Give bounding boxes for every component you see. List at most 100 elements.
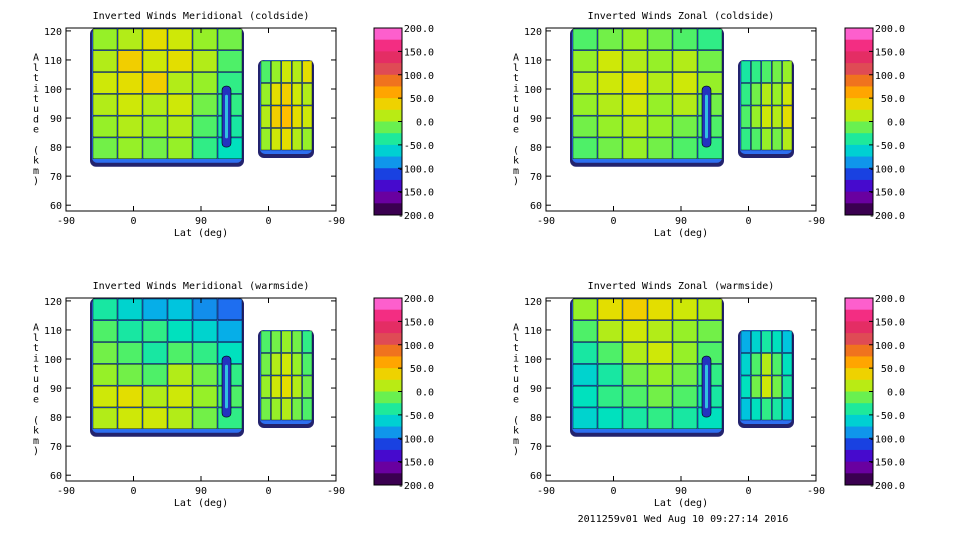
colorbar-segment [374,28,402,41]
data-cell [117,115,143,138]
data-cell [672,364,698,386]
data-cell [167,298,193,320]
data-cell [142,50,168,72]
data-cell [92,115,118,138]
data-cell [772,128,782,151]
colorbar-label: -100.0 [869,434,905,445]
data-field [90,298,314,437]
colorbar-segment [374,298,402,311]
data-cell [217,28,243,50]
colorbar-label: -200.0 [398,481,434,492]
data-cell [271,128,281,151]
data-cell [622,28,648,50]
x-tick-label: -90 [537,486,555,497]
data-cell [260,60,271,83]
chart-title: Inverted Winds Zonal (coldside) [588,11,775,22]
y-tick-label: 120 [44,27,62,38]
data-cell [782,398,793,421]
data-cell [167,407,193,429]
data-cell [281,83,292,106]
data-cell [260,128,271,151]
colorbar-segment [845,28,873,41]
data-cell [192,94,218,116]
data-cell [751,105,762,128]
y-tick-label: 100 [524,355,542,366]
x-tick-label: 90 [195,486,207,497]
data-cell [167,137,193,159]
colorbar-label: 0.0 [416,118,434,129]
y-tick-label: 80 [50,413,62,424]
y-tick-label: 90 [50,384,62,395]
data-cell [751,375,762,398]
colorbar-segment [374,86,402,99]
data-cell [271,375,281,398]
data-cell [597,94,623,116]
data-cell [597,115,623,138]
colorbar-segment [845,39,873,52]
data-cell [292,83,302,106]
colorbar-segment [374,391,402,404]
chart-panel: Inverted Winds Meridional (warmside) 60 70… [33,281,434,509]
data-cell [142,342,168,364]
data-cell [572,72,598,94]
x-tick-label: 0 [610,486,616,497]
data-cell [782,375,793,398]
data-cell [647,94,673,116]
data-cell [167,50,193,72]
data-cell [192,320,218,342]
data-cell [622,94,648,116]
colorbar-segment [845,309,873,322]
data-cell [647,115,673,138]
colorbar-label: 50.0 [881,364,905,375]
data-cell [271,353,281,376]
y-tick-label: 120 [524,297,542,308]
data-cell [192,342,218,364]
data-cell [597,407,623,429]
data-cell [597,50,623,72]
colorbar-segment [374,133,402,146]
colorbar-segment [845,121,873,134]
y-tick-label: 70 [50,172,62,183]
colorbar-segment [374,63,402,76]
colorbar-segment [374,109,402,122]
y-tick-label: 60 [50,471,62,482]
data-cell [92,137,118,159]
data-cell [597,28,623,50]
data-cell [672,94,698,116]
x-axis-label: Lat (deg) [654,498,708,509]
colorbar-segment [845,86,873,99]
x-axis-label: Lat (deg) [654,228,708,239]
colorbar-label: 100.0 [875,341,905,352]
data-cell [782,60,793,83]
data-cell [117,94,143,116]
y-tick-label: 70 [530,172,542,183]
data-cell [260,398,271,421]
x-tick-label: 0 [265,486,271,497]
data-cell [782,128,793,151]
data-cell [672,385,698,408]
data-cell [117,28,143,50]
data-cell [672,72,698,94]
data-cell [142,320,168,342]
colorbar-segment [374,309,402,322]
chart-title: Inverted Winds Meridional (warmside) [93,281,310,292]
x-tick-label: 0 [745,216,751,227]
data-cell [622,407,648,429]
colorbar-segment [374,51,402,64]
y-tick-label: 120 [44,297,62,308]
colorbar-segment [374,333,402,346]
data-cell [260,330,271,353]
colorbar-segment [374,74,402,87]
data-cell [572,50,598,72]
colorbar-label: 150.0 [404,47,434,58]
data-cell [597,72,623,94]
data-cell [622,50,648,72]
colorbar-segment [374,344,402,357]
colorbar-segment [374,403,402,416]
colorbar-segment [845,473,873,486]
region-strip [705,94,708,139]
colorbar-segment [845,133,873,146]
data-cell [672,28,698,50]
